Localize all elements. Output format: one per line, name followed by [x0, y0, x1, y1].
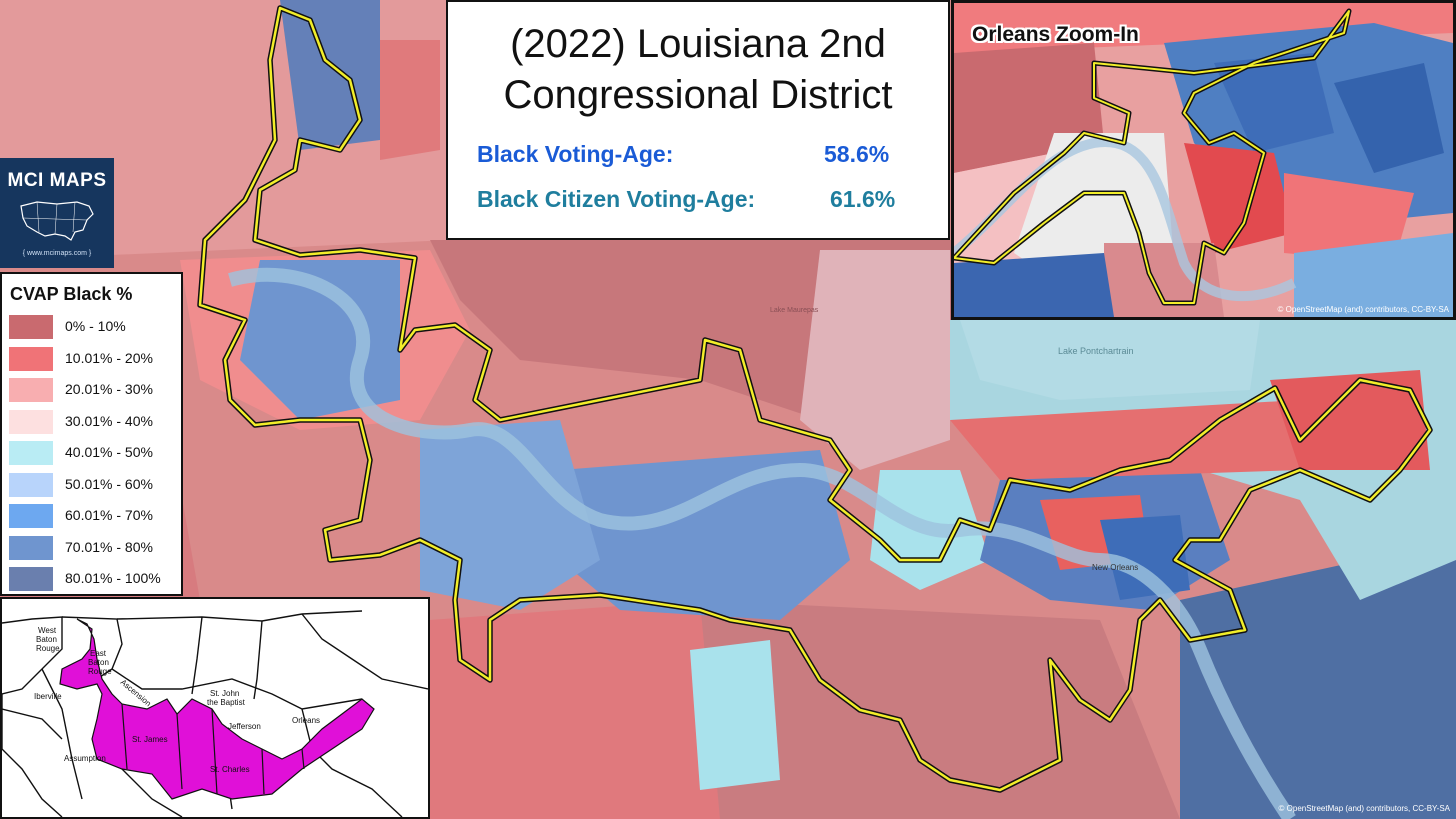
parish-label-east-baton-rouge: East Baton Rouge	[88, 649, 112, 676]
zoom-inset-title: Orleans Zoom-In	[972, 23, 1139, 46]
legend-swatch	[9, 472, 53, 497]
title-line-1: (2022) Louisiana 2nd	[510, 22, 886, 66]
parish-label-st-james: St. James	[132, 735, 168, 744]
lake-pontchartrain-label: Lake Pontchartrain	[1058, 346, 1134, 356]
legend-swatch	[9, 441, 53, 465]
parish-label-assumption: Assumption	[64, 754, 106, 763]
new-orleans-label: New Orleans	[1092, 563, 1138, 572]
parish-locator-svg: West Baton Rouge East Baton Rouge Ibervi…	[2, 599, 428, 817]
legend-item: 80.01% - 100%	[9, 567, 179, 591]
district-parishes-highlight	[59, 618, 375, 800]
legend-label: 80.01% - 100%	[65, 570, 161, 586]
orleans-zoom-map	[954, 3, 1453, 317]
legend-item: 20.01% - 30%	[9, 378, 179, 402]
parish-locator-map: West Baton Rouge East Baton Rouge Ibervi…	[0, 597, 430, 819]
legend-label: 50.01% - 60%	[65, 475, 153, 492]
legend-item: 70.01% - 80%	[9, 535, 179, 560]
legend-swatch	[9, 535, 53, 560]
legend-swatch	[9, 315, 53, 339]
lake-maurepas-label: Lake Maurepas	[770, 307, 819, 314]
legend-label: 60.01% - 70%	[65, 507, 153, 523]
legend-label: 20.01% - 30%	[65, 381, 153, 397]
mci-maps-logo: MCI MAPS { www.mcimaps.com }	[0, 158, 114, 268]
legend-swatch	[9, 504, 53, 528]
legend-item: 0% - 10%	[9, 315, 179, 339]
parish-label-st-charles: St. Charles	[210, 765, 250, 774]
logo-name: MCI MAPS	[7, 170, 107, 191]
cvap-legend: CVAP Black % 0% - 10% 10.01% - 20% 20.01…	[0, 272, 183, 596]
black-voting-age-value: 58.6%	[824, 141, 890, 167]
parish-label-iberville: Iberville	[34, 692, 62, 701]
legend-label: 30.01% - 40%	[65, 412, 153, 429]
parish-label-orleans: Orleans	[292, 716, 320, 725]
black-citizen-voting-age-value: 61.6%	[830, 186, 896, 212]
legend-label: 0% - 10%	[65, 318, 126, 334]
zoom-inset-credit: © OpenStreetMap (and) contributors, CC-B…	[1277, 305, 1449, 314]
parish-label-jefferson: Jefferson	[228, 722, 261, 731]
legend-label: 70.01% - 80%	[65, 538, 153, 555]
legend-item: 10.01% - 20%	[9, 346, 179, 371]
legend-swatch	[9, 409, 53, 434]
legend-label: 10.01% - 20%	[65, 349, 153, 366]
orleans-zoom-inset: Orleans Zoom-In © OpenStreetMap (and) co…	[951, 0, 1456, 320]
black-voting-age-label: Black Voting-Age:	[477, 141, 674, 167]
legend-item: 40.01% - 50%	[9, 441, 179, 465]
legend-swatch	[9, 567, 53, 591]
logo-url: { www.mcimaps.com }	[22, 250, 92, 257]
parish-label-st-john-the-baptist: St. John the Baptist	[207, 689, 246, 707]
legend-item: 60.01% - 70%	[9, 504, 179, 528]
legend-item: 50.01% - 60%	[9, 472, 179, 497]
map-credit: © OpenStreetMap (and) contributors, CC-B…	[1278, 804, 1450, 813]
legend-item: 30.01% - 40%	[9, 409, 179, 434]
legend-label: 40.01% - 50%	[65, 444, 153, 460]
title-box: (2022) Louisiana 2nd Congressional Distr…	[446, 0, 950, 240]
legend-swatch	[9, 346, 53, 371]
legend-title: CVAP Black %	[10, 284, 133, 304]
title-line-2: Congressional District	[503, 73, 893, 117]
legend-swatch	[9, 378, 53, 402]
black-citizen-voting-age-label: Black Citizen Voting-Age:	[477, 186, 756, 212]
parish-label-west-baton-rouge: West Baton Rouge	[36, 626, 60, 653]
us-map-icon	[20, 201, 94, 241]
